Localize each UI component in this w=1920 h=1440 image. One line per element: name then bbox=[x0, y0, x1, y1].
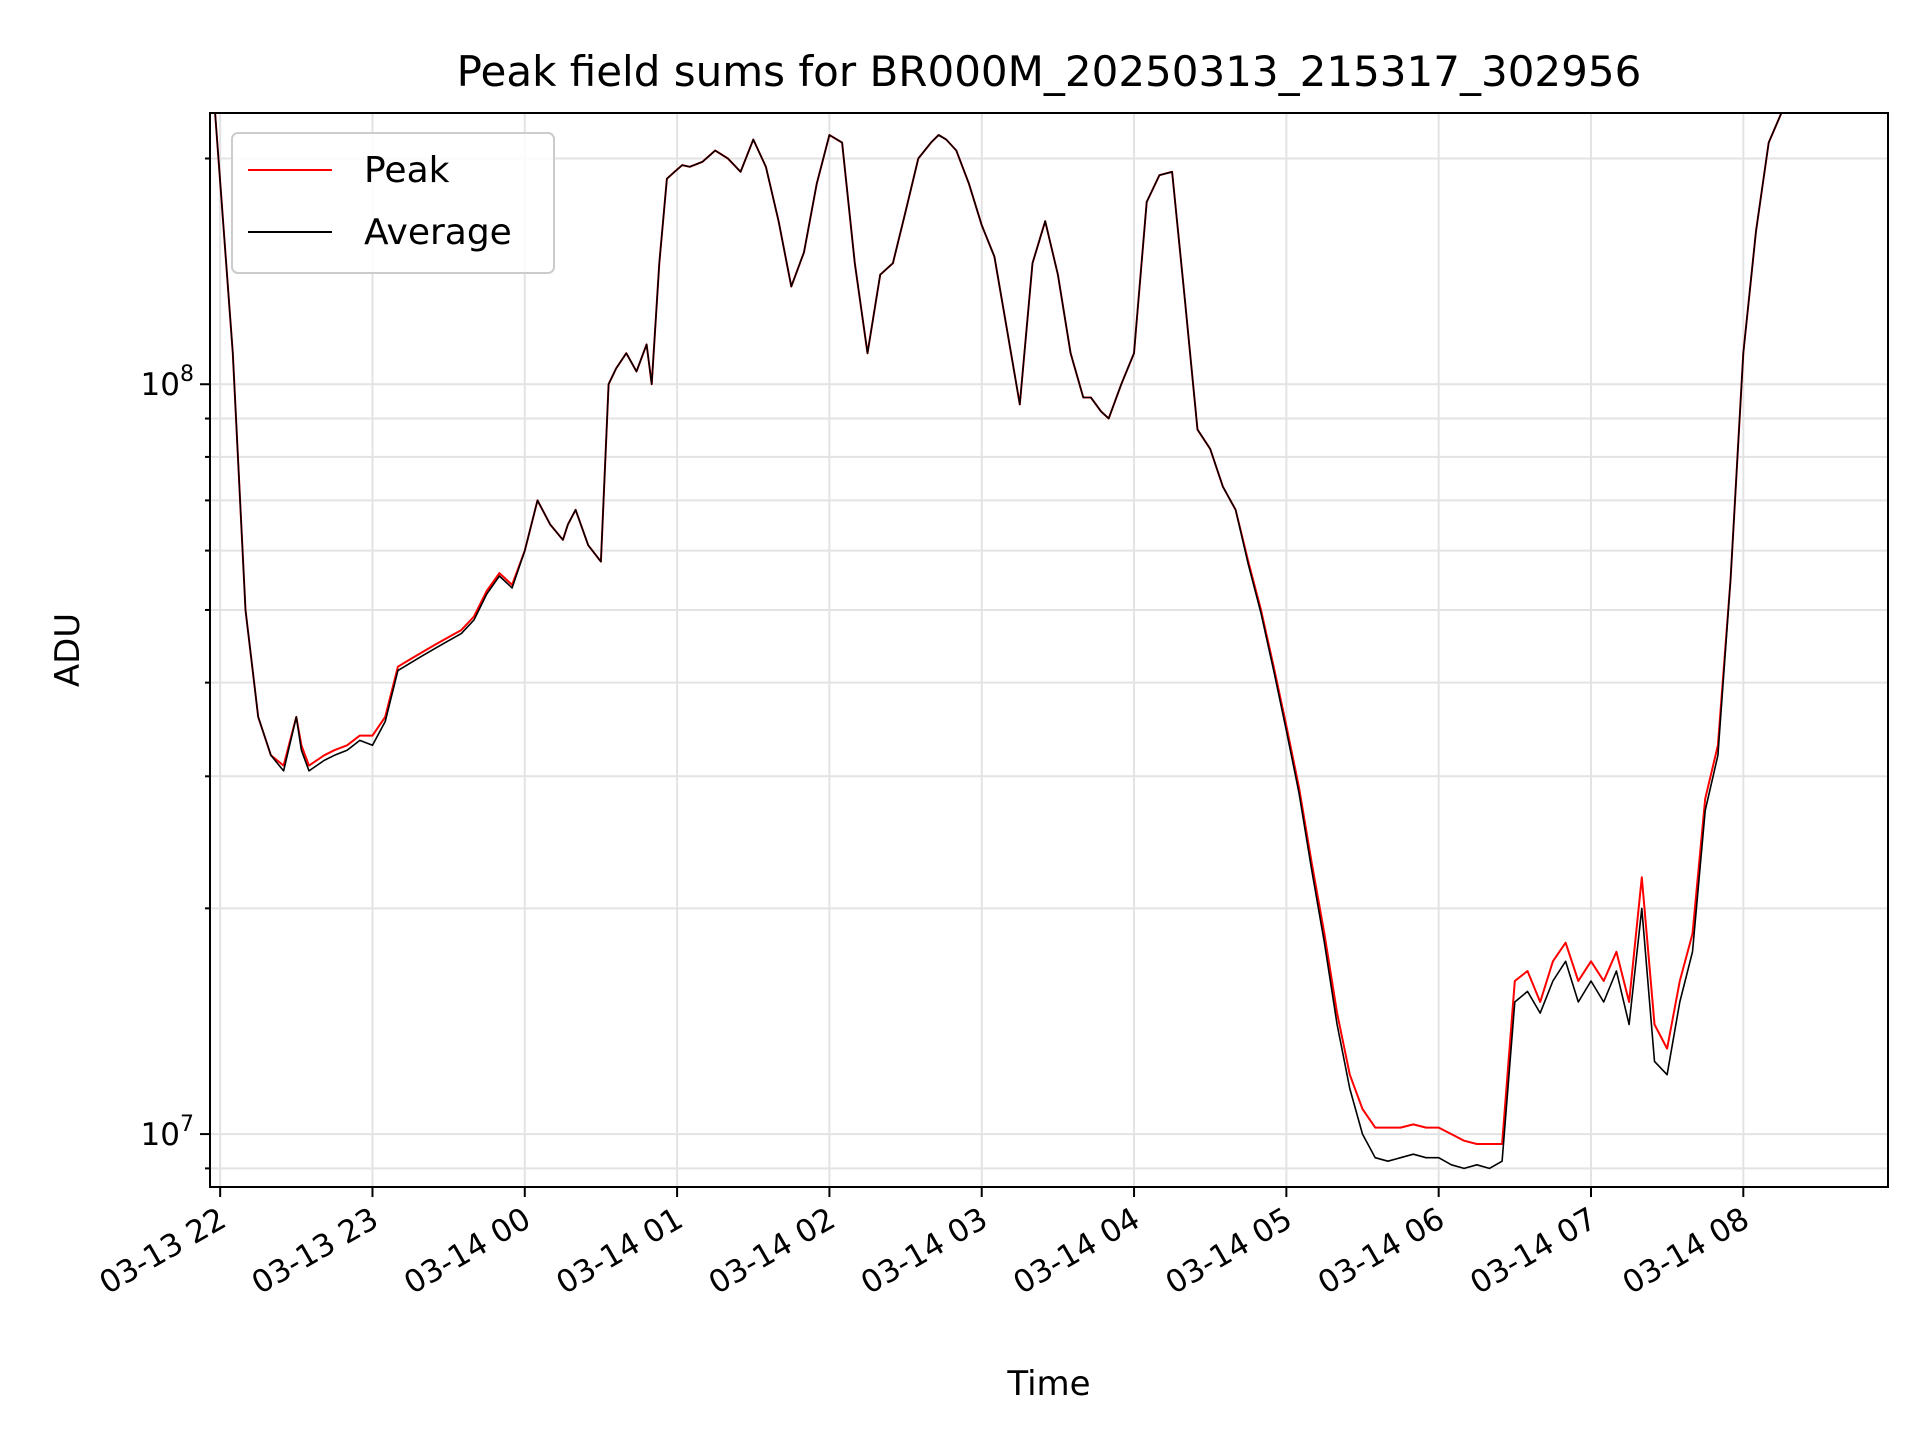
legend-label: Average bbox=[364, 212, 512, 253]
x-tick-label: 03-14 05 bbox=[1160, 1201, 1299, 1302]
x-tick-label: 03-14 06 bbox=[1312, 1201, 1451, 1302]
x-axis: 03-13 22 03-13 23 03-14 00 03-14 01 03-14 02… bbox=[93, 1187, 1755, 1302]
y-axis: 108 107 bbox=[141, 157, 210, 1170]
legend-label: Peak bbox=[364, 150, 450, 191]
chart-title: Peak field sums for BR000M_20250313_2153… bbox=[457, 47, 1642, 96]
y-axis-label: ADU bbox=[48, 613, 88, 687]
x-tick-label: 03-14 00 bbox=[398, 1201, 537, 1302]
grid bbox=[210, 113, 1888, 1187]
series-layer bbox=[214, 112, 1783, 1170]
y-tick-label: 108 bbox=[141, 362, 194, 403]
x-tick-label: 03-14 01 bbox=[550, 1201, 689, 1302]
x-tick-label: 03-14 08 bbox=[1617, 1201, 1756, 1302]
y-tick-label: 107 bbox=[141, 1112, 194, 1153]
x-tick-label: 03-13 23 bbox=[246, 1201, 385, 1302]
x-tick-label: 03-14 04 bbox=[1007, 1201, 1146, 1302]
series-line-average bbox=[214, 112, 1783, 1170]
x-tick-label: 03-13 22 bbox=[93, 1201, 232, 1302]
legend: Peak Average bbox=[231, 132, 555, 274]
plot-frame bbox=[209, 112, 1889, 1188]
x-axis-label: Time bbox=[1006, 1364, 1090, 1404]
x-tick-label: 03-14 07 bbox=[1464, 1201, 1603, 1302]
x-tick-label: 03-14 02 bbox=[703, 1201, 842, 1302]
legend-box bbox=[231, 132, 555, 274]
x-tick-label: 03-14 03 bbox=[855, 1201, 994, 1302]
